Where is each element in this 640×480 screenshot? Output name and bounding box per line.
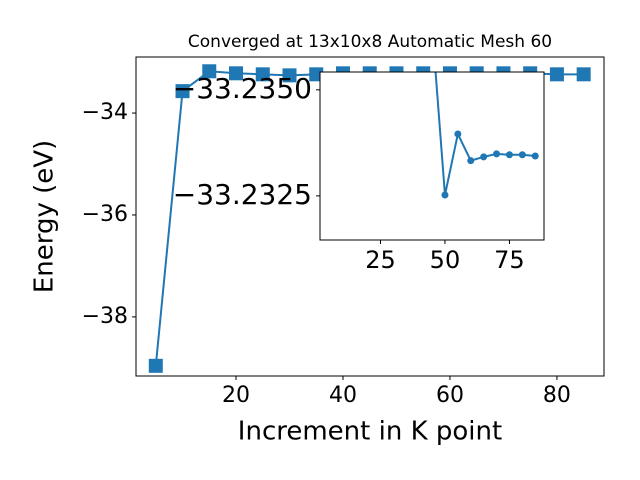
- y-tick-label: −33.2350: [173, 72, 312, 105]
- marker: [493, 150, 501, 158]
- marker: [467, 157, 475, 165]
- marker: [576, 67, 591, 82]
- marker: [518, 151, 526, 159]
- marker: [175, 84, 190, 99]
- x-tick-label: 75: [494, 246, 525, 274]
- y-tick-label: −38: [82, 304, 128, 329]
- marker: [255, 67, 270, 82]
- marker: [202, 64, 217, 79]
- x-tick-label: 60: [436, 383, 464, 408]
- plot: [429, 23, 539, 199]
- x-tick-label: 40: [329, 383, 357, 408]
- marker: [148, 358, 163, 373]
- marker: [454, 130, 462, 138]
- chart-title: Converged at 13x10x8 Automatic Mesh 60: [188, 32, 552, 52]
- marker: [531, 152, 539, 160]
- marker: [505, 151, 513, 159]
- marker: [549, 67, 564, 82]
- y-tick-label: −36: [82, 202, 128, 227]
- x-tick-label: 80: [543, 383, 571, 408]
- axes: 25 50 75 −33.2350 −33.2325: [173, 23, 545, 274]
- marker: [229, 66, 244, 81]
- axes-frame: [319, 71, 545, 241]
- x-tick-label: 25: [365, 246, 396, 274]
- x-tick-label: 50: [430, 246, 461, 274]
- marker: [429, 23, 436, 30]
- x-tick-label: 20: [222, 383, 250, 408]
- marker: [282, 68, 297, 83]
- marker: [441, 191, 449, 199]
- y-tick-label: −34: [82, 100, 128, 125]
- axes-frame: [135, 56, 605, 377]
- y-axis-label: Energy (eV): [30, 140, 60, 293]
- x-axis-label: Increment in K point: [238, 417, 502, 447]
- y-tick-label: −33.2325: [173, 178, 312, 211]
- marker: [480, 153, 488, 161]
